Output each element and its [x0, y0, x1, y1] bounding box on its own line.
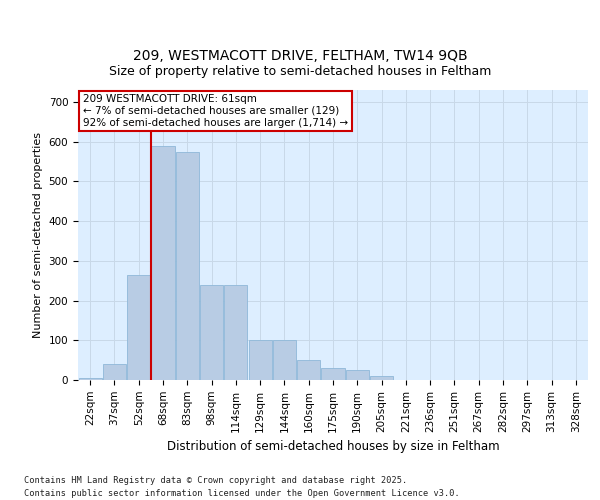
Y-axis label: Number of semi-detached properties: Number of semi-detached properties	[33, 132, 43, 338]
Bar	[322, 368, 344, 380]
Bar	[103, 364, 126, 380]
Bar	[200, 284, 223, 380]
Bar	[176, 152, 199, 380]
Text: Contains HM Land Registry data © Crown copyright and database right 2025.
Contai: Contains HM Land Registry data © Crown c…	[24, 476, 460, 498]
Bar	[370, 376, 393, 380]
Bar	[297, 360, 320, 380]
Bar	[127, 274, 150, 380]
Bar	[273, 340, 296, 380]
Text: 209 WESTMACOTT DRIVE: 61sqm
← 7% of semi-detached houses are smaller (129)
92% o: 209 WESTMACOTT DRIVE: 61sqm ← 7% of semi…	[83, 94, 348, 128]
Bar	[224, 284, 247, 380]
X-axis label: Distribution of semi-detached houses by size in Feltham: Distribution of semi-detached houses by …	[167, 440, 499, 453]
Text: 209, WESTMACOTT DRIVE, FELTHAM, TW14 9QB: 209, WESTMACOTT DRIVE, FELTHAM, TW14 9QB	[133, 48, 467, 62]
Bar	[248, 340, 272, 380]
Bar	[79, 378, 101, 380]
Text: Size of property relative to semi-detached houses in Feltham: Size of property relative to semi-detach…	[109, 64, 491, 78]
Bar	[151, 146, 175, 380]
Bar	[346, 370, 369, 380]
